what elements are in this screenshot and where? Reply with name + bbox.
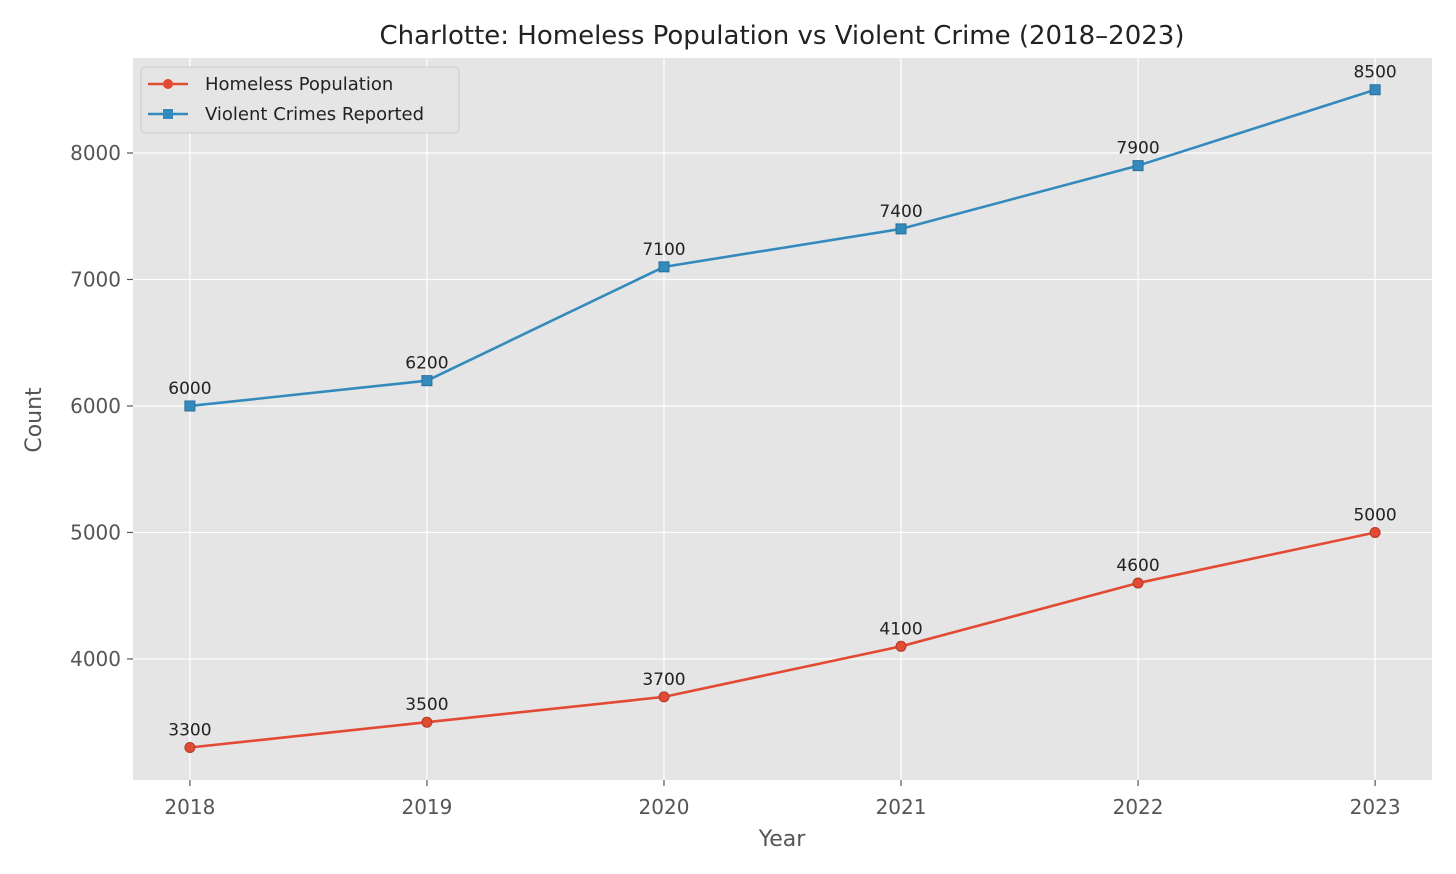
- series-line: [189, 531, 1376, 749]
- x-tick-label: 2022: [1113, 795, 1164, 819]
- data-label: 4600: [1116, 556, 1159, 576]
- x-axis-label: Year: [758, 827, 807, 852]
- y-axis-label: Count: [22, 387, 47, 453]
- data-point: [1132, 577, 1144, 589]
- x-tick-label: 2021: [876, 795, 927, 819]
- data-point: [658, 691, 670, 703]
- y-tick-label: 5000: [70, 520, 121, 544]
- legend-box: [140, 66, 460, 134]
- legend-marker-square: [163, 109, 173, 119]
- data-label: 5000: [1353, 505, 1396, 525]
- data-point: [184, 400, 196, 412]
- data-point: [1132, 160, 1144, 172]
- data-label: 7100: [642, 240, 685, 260]
- y-tick-label: 7000: [70, 267, 121, 291]
- data-label: 4100: [879, 619, 922, 639]
- data-label: 7400: [879, 202, 922, 222]
- x-tick-label: 2018: [164, 795, 215, 819]
- y-tick-label: 4000: [70, 647, 121, 671]
- data-point: [895, 223, 907, 235]
- data-label: 3300: [168, 720, 211, 740]
- legend-entry: Violent Crimes Reported: [148, 104, 424, 125]
- data-point: [1369, 84, 1381, 96]
- data-label: 6000: [168, 379, 211, 399]
- x-tick-label: 2023: [1350, 795, 1401, 819]
- y-tick-label: 6000: [70, 394, 121, 418]
- y-tick-label: 8000: [70, 141, 121, 165]
- legend-entry: Homeless Population: [148, 74, 393, 95]
- data-point: [421, 716, 433, 728]
- data-label: 7900: [1116, 139, 1159, 159]
- legend-label: Violent Crimes Reported: [205, 104, 424, 125]
- series-line: [189, 88, 1376, 408]
- legend: Homeless Population Violent Crimes Report…: [140, 66, 460, 134]
- data-label: 6200: [405, 354, 448, 374]
- x-tick-label: 2019: [401, 795, 452, 819]
- data-label: 3500: [405, 695, 448, 715]
- series-homeless-population: 3300 3500 3700 4100 4600 5000: [168, 505, 1397, 753]
- data-point: [658, 261, 670, 273]
- legend-marker-circle: [163, 79, 173, 89]
- data-point: [184, 741, 196, 753]
- data-point: [421, 375, 433, 387]
- legend-label: Homeless Population: [205, 74, 393, 95]
- data-label: 8500: [1353, 63, 1396, 83]
- x-tick-label: 2020: [639, 795, 690, 819]
- chart-title: Charlotte: Homeless Population vs Violen…: [380, 21, 1185, 51]
- data-point: [895, 640, 907, 652]
- data-label: 3700: [642, 670, 685, 690]
- data-point: [1369, 526, 1381, 538]
- series-violent-crimes: 6000 6200 7100 7400 7900 8500: [168, 63, 1397, 412]
- plot-area: [133, 58, 1432, 780]
